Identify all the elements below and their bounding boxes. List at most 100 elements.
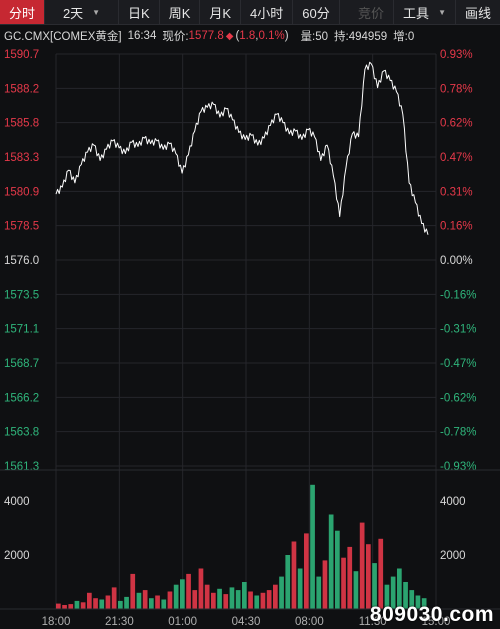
y-tick-label: 1578.5 [4, 221, 39, 233]
y-right-tick-label: 0.47% [440, 152, 473, 164]
caret-down-icon: ▼ [438, 7, 446, 17]
volume-bar [397, 568, 402, 609]
y-right-tick-label: -0.62% [440, 392, 476, 404]
price-chart[interactable]: 1590.7 0.93% 1588.2 0.78% 1585.8 0.62% 1583.3 0… [0, 44, 500, 629]
paren-open: ( [235, 30, 240, 42]
volume-bar [291, 541, 297, 609]
volume-bar [99, 599, 105, 609]
tab-label: 日K [128, 5, 150, 21]
volume-bar [372, 563, 377, 609]
volume-bar [161, 599, 167, 609]
tab-weekly[interactable]: 周K [160, 0, 201, 24]
volume-bar [105, 595, 111, 609]
volume-bar [142, 590, 148, 609]
tab-label: 60分 [302, 5, 330, 21]
quote-info-bar: GC.CMX[COMEX黄金] 16:34 现价: 1577.8 ◆ ( 1.8… [4, 28, 414, 44]
volume-bar [223, 594, 229, 609]
volume-bar [297, 568, 303, 609]
tab-2day[interactable]: 2天 ▼ [45, 0, 120, 24]
y-tick-label: 1568.7 [4, 358, 39, 370]
y-tick-label: 1585.8 [4, 118, 39, 130]
watermark-text: 809030.com [369, 603, 494, 626]
volume-bar [149, 598, 154, 609]
x-tick-label: 18:00 [42, 616, 71, 628]
price-change-pct: 0.1% [258, 30, 285, 42]
volume-bar [211, 592, 216, 609]
compare-button[interactable]: 竞价 [349, 0, 395, 24]
volume-bar [198, 568, 204, 609]
volume-bar [87, 592, 92, 609]
tools-button[interactable]: 工具 ▼ [394, 0, 456, 24]
y-tick-label: 1573.5 [4, 289, 39, 301]
tools-label: 工具 [403, 5, 430, 21]
tab-label: 2天 [62, 5, 84, 21]
y-right-tick-label: 0.62% [440, 118, 473, 130]
volume-tick-label-right: 2000 [440, 550, 466, 562]
volume-bar [341, 557, 346, 609]
volume-bar [421, 598, 427, 609]
caret-down-icon: ▼ [92, 7, 101, 17]
price-label: 现价: [162, 31, 189, 43]
volume-bar [310, 484, 315, 609]
tab-intraday[interactable]: 分时 [0, 0, 46, 24]
price-change: 1.8 [239, 30, 256, 42]
volume-bar [366, 544, 371, 609]
y-tick-label: 1588.2 [4, 83, 39, 95]
draw-line-label: 画线 [464, 5, 491, 21]
volume-bar [136, 592, 142, 609]
volume-bar [415, 595, 421, 609]
compare-label: 竞价 [358, 5, 385, 21]
y-right-tick-label: -0.16% [440, 289, 476, 301]
volume-bar [285, 555, 291, 609]
y-tick-label: 1590.7 [4, 49, 39, 61]
volume-bar [266, 590, 272, 609]
volume-bar [273, 584, 278, 609]
volume-readout: 量:50 [300, 31, 329, 43]
volume-bar [186, 573, 191, 609]
x-tick-label: 01:00 [168, 616, 197, 628]
volume-bar [242, 582, 247, 609]
draw-line-button[interactable]: 画线 [456, 0, 500, 24]
tab-label: 月K [209, 5, 232, 21]
y-tick-label: 1583.3 [4, 152, 39, 164]
current-price: 1577.8 [188, 30, 224, 42]
quote-time: 16:34 [127, 30, 157, 42]
price-line [55, 61, 429, 235]
volume-tick-label: 4000 [4, 496, 30, 508]
tab-label: 分时 [9, 5, 36, 21]
y-right-tick-label: 0.00% [440, 255, 473, 267]
volume-bar [192, 590, 198, 609]
volume-bar [68, 604, 74, 609]
y-right-tick-label: -0.47% [440, 358, 476, 370]
volume-bar [62, 605, 67, 609]
tab-daily[interactable]: 日K [119, 0, 160, 24]
y-right-tick-label: 0.16% [440, 221, 473, 233]
up-arrow-icon: ◆ [225, 30, 234, 42]
tab-60min[interactable]: 60分 [293, 0, 340, 24]
volume-bar [409, 590, 415, 609]
volume-tick-label-right: 4000 [440, 496, 466, 508]
tab-4hour[interactable]: 4小时 [241, 0, 294, 24]
volume-bar [56, 603, 61, 609]
volume-bar [353, 571, 359, 609]
volume-bar [403, 582, 408, 609]
volume-bar [130, 573, 136, 609]
y-right-tick-label: -0.93% [440, 461, 476, 473]
volume-bar [124, 596, 129, 610]
volume-bar [316, 576, 322, 609]
volume-bar [155, 595, 160, 609]
y-right-tick-label: -0.31% [440, 324, 476, 336]
y-right-tick-label: 0.78% [440, 83, 473, 95]
volume-bar [279, 576, 284, 609]
volume-bar [173, 584, 179, 609]
volume-bar [229, 587, 235, 609]
volume-bar [347, 546, 353, 609]
y-tick-label: 1563.8 [4, 427, 39, 439]
tab-monthly[interactable]: 月K [200, 0, 242, 24]
volume-bar [384, 584, 390, 609]
x-tick-label: 21:30 [105, 616, 134, 628]
paren-close: ) [284, 30, 289, 42]
x-tick-label: 04:30 [232, 616, 261, 628]
volume-bar [335, 530, 340, 609]
volume-bar [254, 595, 260, 609]
